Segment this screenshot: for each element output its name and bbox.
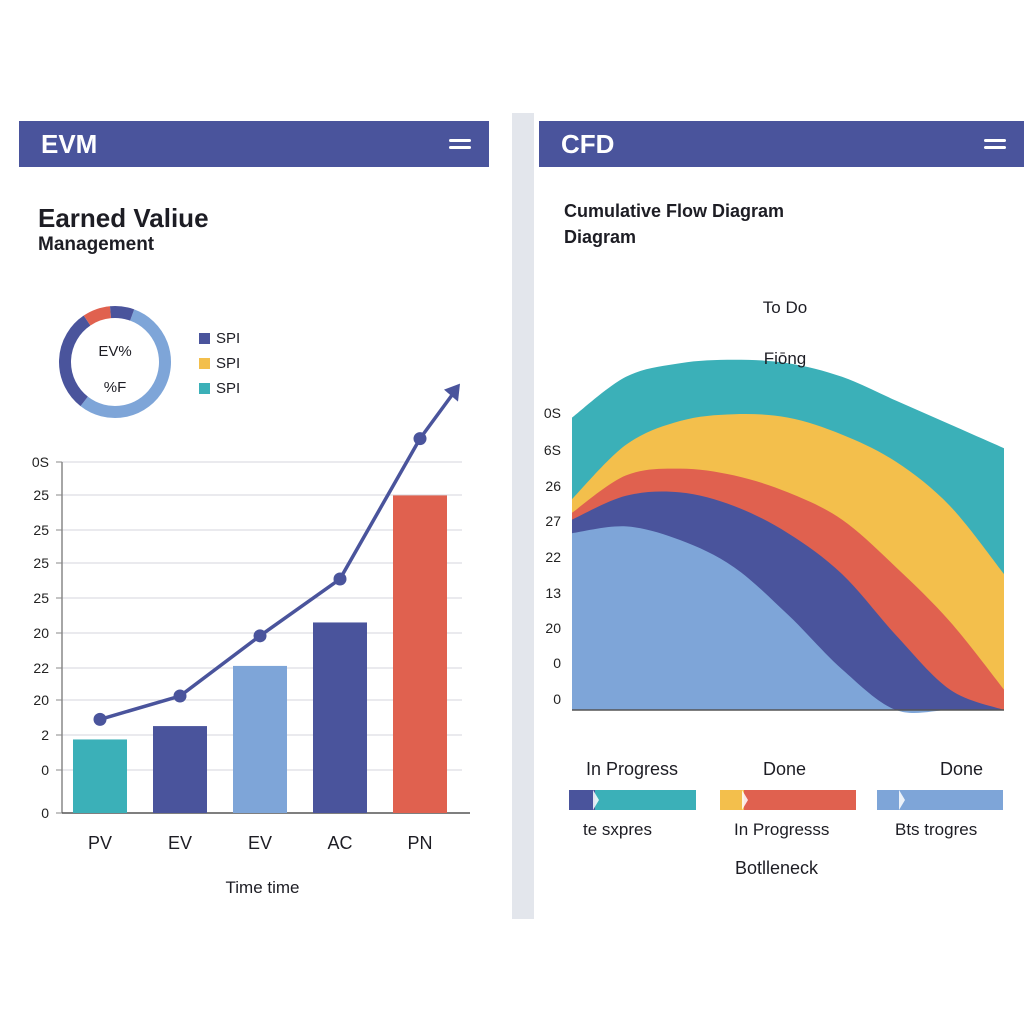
y-tick-label: 25 (33, 555, 49, 571)
trend-point (253, 629, 267, 643)
x-tick-label: PV (88, 833, 112, 853)
y-tick-label: 2 (41, 727, 49, 743)
cfd-label-todo: To Do (762, 298, 808, 317)
cfd-label-flow: Fiōng (763, 349, 807, 368)
y-tick-label: 20 (33, 625, 49, 641)
cfd-area-chart: 0 0 20 13 22 27 26 6S 0S (544, 359, 1004, 714)
x-tick-label: AC (327, 833, 352, 853)
y-tick-label: 20 (33, 692, 49, 708)
donut-segment (80, 309, 171, 418)
trend-point (333, 572, 347, 586)
legend-item: SPI (199, 380, 240, 397)
evm-donut: EV% %F (59, 306, 171, 418)
bar (393, 495, 447, 813)
bar (233, 665, 287, 813)
status-sub-label: Bts trogres (895, 820, 978, 839)
legend-swatch (199, 358, 210, 369)
legend-swatch (199, 333, 210, 344)
y-tick-label: 0S (32, 454, 49, 470)
cfd-header: CFD (539, 121, 1024, 167)
y-tick-label: 25 (33, 487, 49, 503)
cfd-y-tick-label: 26 (545, 478, 561, 494)
cfd-y-tick-label: 0S (544, 405, 561, 421)
status-label-in-progress: In Progress (586, 759, 679, 779)
panel-divider (512, 113, 534, 919)
status-bar (569, 790, 696, 810)
cfd-area-done (572, 526, 1004, 714)
legend-item: SPI (199, 330, 240, 347)
x-tick-label: PN (407, 833, 432, 853)
status-sub-label: In Progresss (734, 820, 830, 839)
cfd-y-tick-label: 13 (545, 585, 561, 601)
cfd-y-tick-label: 22 (545, 549, 561, 565)
bar (313, 622, 367, 813)
donut-line1: EV% (98, 343, 131, 360)
status-label-done: Done (940, 759, 984, 779)
cfd-y-tick-label: 27 (545, 513, 561, 529)
evm-bar-chart: 0 0 2 20 22 20 25 25 25 25 0S PV EV EV AC PN (32, 383, 470, 853)
evm-subtitle: Management (38, 234, 155, 255)
trend-point (93, 712, 107, 726)
x-tick-label: EV (168, 833, 192, 853)
evm-x-axis-label: Time time (225, 878, 300, 897)
status-bar (720, 790, 856, 810)
menu-icon[interactable] (449, 138, 471, 150)
y-tick-label: 0 (41, 805, 49, 821)
cfd-y-tick-label: 20 (545, 620, 561, 636)
status-label-done: Done (763, 759, 807, 779)
status-bar (877, 790, 1003, 810)
trend-arrow-head (444, 383, 460, 402)
donut-segment (83, 306, 112, 326)
cfd-title-line2: Diagram (564, 227, 637, 247)
bar (153, 726, 207, 813)
evm-header: EVM (19, 121, 489, 167)
legend-item: SPI (199, 355, 240, 372)
cfd-footer-label: Botlleneck (735, 858, 819, 878)
evm-title: Earned Valiue (38, 203, 209, 233)
donut-line2: %F (104, 379, 127, 396)
bar (73, 739, 127, 813)
trend-point (173, 689, 187, 703)
cfd-y-tick-label: 0 (553, 691, 561, 707)
menu-icon[interactable] (984, 138, 1006, 150)
legend-label: SPI (216, 330, 241, 347)
evm-header-title: EVM (41, 128, 98, 159)
cfd-y-tick-label: 0 (553, 655, 561, 671)
legend-swatch (199, 383, 210, 394)
y-tick-label: 22 (33, 660, 49, 676)
cfd-header-title: CFD (561, 128, 615, 159)
legend-label: SPI (216, 380, 241, 397)
trend-arrow-line (418, 388, 458, 440)
status-sub-label: te sxpres (583, 820, 652, 839)
cfd-title: Cumulative Flow Diagram (564, 201, 785, 221)
x-tick-label: EV (248, 833, 272, 853)
donut-segment (59, 315, 91, 407)
cfd-y-tick-label: 6S (544, 442, 561, 458)
legend-label: SPI (216, 355, 241, 372)
y-tick-label: 0 (41, 762, 49, 778)
y-tick-label: 25 (33, 522, 49, 538)
donut-segment (109, 306, 135, 321)
y-tick-label: 25 (33, 590, 49, 606)
